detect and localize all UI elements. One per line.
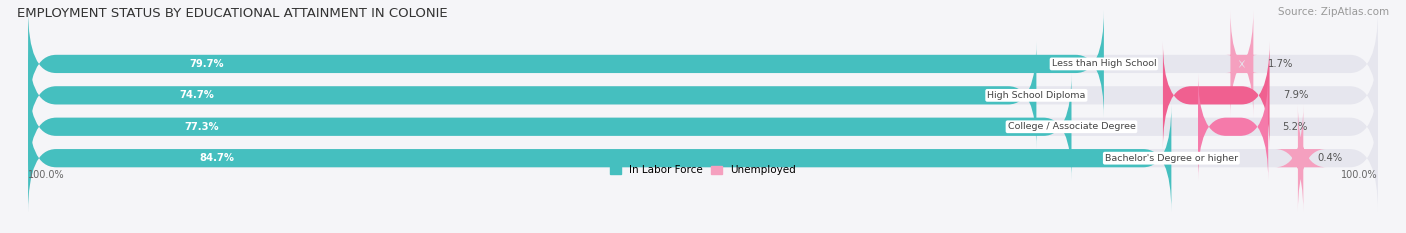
FancyBboxPatch shape xyxy=(1275,104,1326,212)
Text: 84.7%: 84.7% xyxy=(200,153,235,163)
Text: 1.7%: 1.7% xyxy=(1267,59,1292,69)
FancyBboxPatch shape xyxy=(28,42,1378,149)
FancyBboxPatch shape xyxy=(1225,10,1258,118)
Text: 100.0%: 100.0% xyxy=(1341,170,1378,180)
Text: 5.2%: 5.2% xyxy=(1282,122,1308,132)
Text: Source: ZipAtlas.com: Source: ZipAtlas.com xyxy=(1278,7,1389,17)
FancyBboxPatch shape xyxy=(28,10,1378,118)
Text: 0.4%: 0.4% xyxy=(1317,153,1343,163)
FancyBboxPatch shape xyxy=(28,73,1071,181)
FancyBboxPatch shape xyxy=(28,104,1378,212)
FancyBboxPatch shape xyxy=(28,73,1378,181)
Text: Bachelor's Degree or higher: Bachelor's Degree or higher xyxy=(1105,154,1237,163)
Text: 79.7%: 79.7% xyxy=(190,59,224,69)
Legend: In Labor Force, Unemployed: In Labor Force, Unemployed xyxy=(606,161,800,179)
FancyBboxPatch shape xyxy=(1198,73,1268,181)
Text: 100.0%: 100.0% xyxy=(28,170,65,180)
FancyBboxPatch shape xyxy=(1163,42,1270,149)
FancyBboxPatch shape xyxy=(28,104,1171,212)
Text: 77.3%: 77.3% xyxy=(184,122,219,132)
Text: 74.7%: 74.7% xyxy=(180,90,214,100)
FancyBboxPatch shape xyxy=(28,10,1104,118)
Text: High School Diploma: High School Diploma xyxy=(987,91,1085,100)
FancyBboxPatch shape xyxy=(28,42,1036,149)
Text: College / Associate Degree: College / Associate Degree xyxy=(1008,122,1136,131)
Text: Less than High School: Less than High School xyxy=(1052,59,1156,69)
Text: EMPLOYMENT STATUS BY EDUCATIONAL ATTAINMENT IN COLONIE: EMPLOYMENT STATUS BY EDUCATIONAL ATTAINM… xyxy=(17,7,447,20)
Text: 7.9%: 7.9% xyxy=(1284,90,1309,100)
